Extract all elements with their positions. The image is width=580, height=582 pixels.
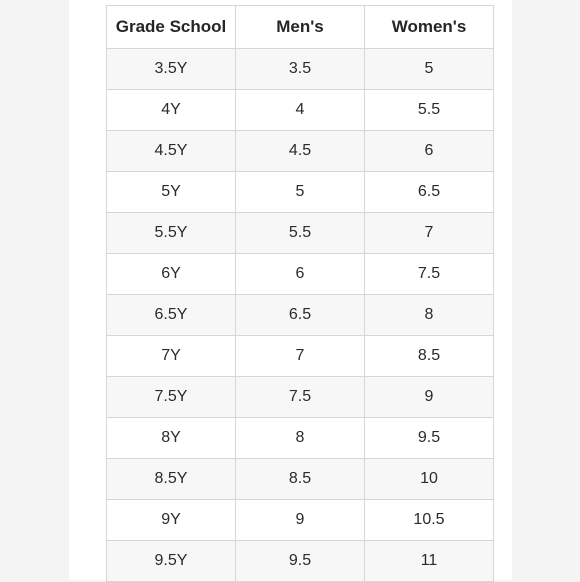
- cell-mens: 5.5: [235, 212, 365, 254]
- table-header-row: Grade School Men's Women's: [106, 5, 494, 49]
- table-row: 7Y 7 8.5: [106, 335, 494, 377]
- table-row: 3.5Y 3.5 5: [106, 48, 494, 90]
- header-womens: Women's: [364, 5, 494, 49]
- cell-grade-school: 3.5Y: [106, 48, 236, 90]
- cell-womens: 5.5: [364, 89, 494, 131]
- cell-mens: 5: [235, 171, 365, 213]
- cell-mens: 3.5: [235, 48, 365, 90]
- cell-mens: 7.5: [235, 376, 365, 418]
- cell-grade-school: 6.5Y: [106, 294, 236, 336]
- cell-womens: 8.5: [364, 335, 494, 377]
- table-row: 5Y 5 6.5: [106, 171, 494, 213]
- cell-grade-school: 8.5Y: [106, 458, 236, 500]
- cell-grade-school: 7.5Y: [106, 376, 236, 418]
- cell-womens: 7.5: [364, 253, 494, 295]
- table-row: 8.5Y 8.5 10: [106, 458, 494, 500]
- header-grade-school: Grade School: [106, 5, 236, 49]
- table-row: 9.5Y 9.5 11: [106, 540, 494, 582]
- cell-grade-school: 9.5Y: [106, 540, 236, 582]
- cell-grade-school: 5Y: [106, 171, 236, 213]
- cell-mens: 6: [235, 253, 365, 295]
- cell-mens: 7: [235, 335, 365, 377]
- cell-grade-school: 4.5Y: [106, 130, 236, 172]
- cell-mens: 4.5: [235, 130, 365, 172]
- cell-womens: 9: [364, 376, 494, 418]
- cell-mens: 4: [235, 89, 365, 131]
- cell-womens: 8: [364, 294, 494, 336]
- table-row: 4Y 4 5.5: [106, 89, 494, 131]
- size-conversion-table: Grade School Men's Women's 3.5Y 3.5 5 4Y…: [106, 5, 494, 582]
- table-row: 6Y 6 7.5: [106, 253, 494, 295]
- header-mens: Men's: [235, 5, 365, 49]
- cell-womens: 6: [364, 130, 494, 172]
- cell-mens: 9.5: [235, 540, 365, 582]
- table-row: 9Y 9 10.5: [106, 499, 494, 541]
- cell-mens: 9: [235, 499, 365, 541]
- table-row: 8Y 8 9.5: [106, 417, 494, 459]
- cell-grade-school: 6Y: [106, 253, 236, 295]
- cell-mens: 8.5: [235, 458, 365, 500]
- cell-womens: 11: [364, 540, 494, 582]
- cell-grade-school: 8Y: [106, 417, 236, 459]
- cell-womens: 9.5: [364, 417, 494, 459]
- cell-mens: 6.5: [235, 294, 365, 336]
- cell-mens: 8: [235, 417, 365, 459]
- cell-grade-school: 7Y: [106, 335, 236, 377]
- cell-womens: 10: [364, 458, 494, 500]
- cell-womens: 5: [364, 48, 494, 90]
- cell-womens: 10.5: [364, 499, 494, 541]
- table-row: 4.5Y 4.5 6: [106, 130, 494, 172]
- cell-grade-school: 5.5Y: [106, 212, 236, 254]
- cell-womens: 6.5: [364, 171, 494, 213]
- table-row: 6.5Y 6.5 8: [106, 294, 494, 336]
- cell-grade-school: 4Y: [106, 89, 236, 131]
- cell-grade-school: 9Y: [106, 499, 236, 541]
- table-row: 5.5Y 5.5 7: [106, 212, 494, 254]
- table-row: 7.5Y 7.5 9: [106, 376, 494, 418]
- cell-womens: 7: [364, 212, 494, 254]
